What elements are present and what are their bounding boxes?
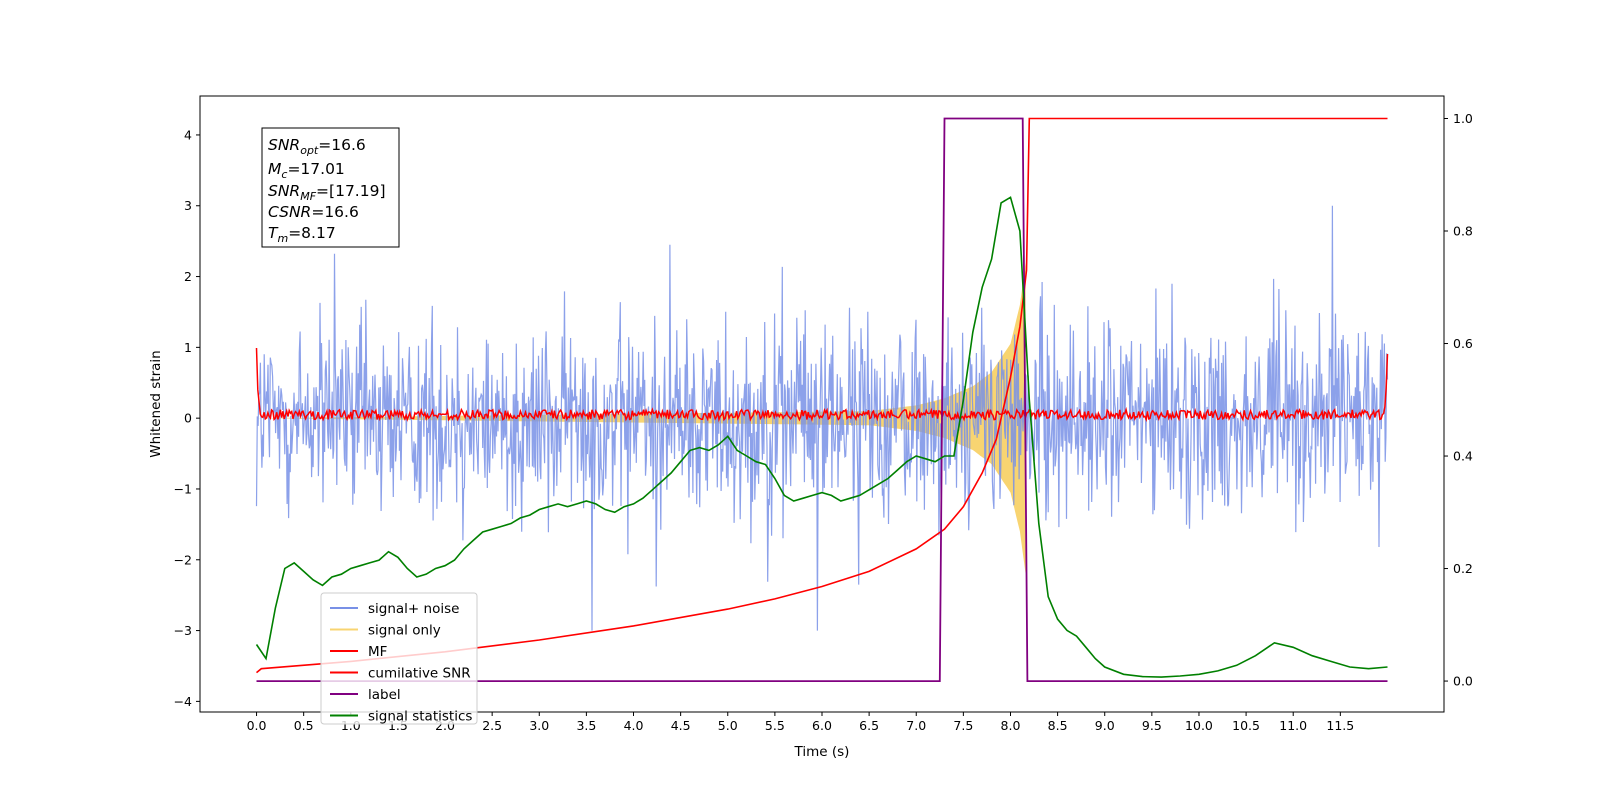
y2-tick-label: 0.4 <box>1453 449 1473 464</box>
signal-only-band <box>256 262 1026 574</box>
x-tick-label: 5.0 <box>718 718 738 733</box>
x-tick-label: 7.5 <box>953 718 973 733</box>
annotation-box: SNRopt=16.6 Mc=17.01 SNRMF=[17.19] CSNR=… <box>261 127 400 248</box>
signal-only-fill-layer <box>256 262 1026 574</box>
x-tick-label: 4.5 <box>671 718 691 733</box>
legend: signal+ noise signal only MF cumilative SNR… <box>320 592 478 725</box>
x-tick-label: 10.5 <box>1232 718 1260 733</box>
x-tick-label: 9.0 <box>1095 718 1115 733</box>
signal-plus-noise-layer <box>255 205 1389 631</box>
x-tick-label: 9.5 <box>1142 718 1162 733</box>
x-tick-label: 6.5 <box>859 718 879 733</box>
x-tick-label: 0.5 <box>294 718 314 733</box>
x-tick-label: 2.5 <box>482 718 502 733</box>
y-tick-label: −1 <box>174 481 192 496</box>
x-tick-label: 3.5 <box>576 718 596 733</box>
y-tick-label: 0 <box>184 411 192 426</box>
y2-tick-label: 0.2 <box>1453 561 1473 576</box>
x-tick-label: 4.0 <box>624 718 644 733</box>
annotation-line-snr-mf: SNRMF=[17.19] <box>268 182 386 203</box>
annotation-line-snr-opt: SNRopt=16.6 <box>268 136 366 157</box>
annotation-frame <box>261 127 400 248</box>
annotation-symbol: SNR <box>268 136 300 154</box>
legend-label: signal only <box>368 623 441 639</box>
annotation-value: =17.01 <box>287 160 344 178</box>
y-tick-label: 4 <box>184 127 192 142</box>
x-tick-label: 10.0 <box>1185 718 1213 733</box>
x-tick-label: 0.0 <box>247 718 267 733</box>
y-axis-label: Whitened strain <box>148 350 164 457</box>
x-tick-label: 11.5 <box>1326 718 1354 733</box>
x-tick-label: 3.0 <box>529 718 549 733</box>
y-tick-label: −3 <box>174 623 192 638</box>
mf-layer <box>255 347 1389 423</box>
annotation-subscript: MF <box>300 190 316 203</box>
annotation-symbol: CSNR <box>268 203 311 221</box>
legend-label: signal+ noise <box>368 601 459 617</box>
legend-label: signal statistics <box>368 709 472 725</box>
annotation-value: =16.6 <box>311 203 359 221</box>
y2-tick-label: 0.0 <box>1453 674 1473 689</box>
x-tick-label: 8.0 <box>1001 718 1021 733</box>
y-tick-label: −4 <box>174 694 192 709</box>
y-tick-label: 2 <box>184 269 192 284</box>
annotation-line-mc: Mc=17.01 <box>268 160 345 181</box>
annotation-subscript: c <box>281 168 287 181</box>
x-axis: 0.0 0.5 1.0 1.5 2.0 2.5 3.0 3.5 4.0 4.5 5.0 5.5 6.0 6… <box>247 712 1354 733</box>
annotation-line-tm: Tm=8.17 <box>268 224 336 245</box>
legend-label: MF <box>368 644 387 660</box>
legend-label: cumilative SNR <box>368 666 471 682</box>
y2-tick-label: 0.6 <box>1453 336 1473 351</box>
annotation-subscript: m <box>277 232 288 245</box>
annotation-value: =8.17 <box>288 224 336 242</box>
x-tick-label: 8.5 <box>1048 718 1068 733</box>
mf-line <box>255 347 1389 423</box>
y-axis-left: −4 −3 −2 −1 0 1 2 3 4 <box>174 127 200 709</box>
x-tick-label: 7.0 <box>906 718 926 733</box>
annotation-symbol: T <box>268 224 279 242</box>
x-tick-label: 5.5 <box>765 718 785 733</box>
y-axis-right: 0.0 0.2 0.4 0.6 0.8 1.0 <box>1444 111 1473 689</box>
y-tick-label: 3 <box>184 198 192 213</box>
annotation-line-csnr: CSNR=16.6 <box>268 203 359 221</box>
signal-plus-noise-line <box>255 205 1389 631</box>
annotation-value: =16.6 <box>318 136 366 154</box>
y-tick-label: 1 <box>184 340 192 355</box>
annotation-symbol: M <box>268 160 281 178</box>
legend-frame <box>320 592 478 725</box>
annotation-symbol: SNR <box>268 182 300 200</box>
annotation-value: =[17.19] <box>316 182 385 200</box>
x-tick-label: 11.0 <box>1279 718 1307 733</box>
label-line <box>256 117 1388 682</box>
signal-statistics-line <box>255 196 1388 678</box>
y2-tick-label: 0.8 <box>1453 224 1473 239</box>
legend-label: label <box>368 687 401 703</box>
annotation-subscript: opt <box>300 144 319 157</box>
x-axis-label: Time (s) <box>794 744 850 760</box>
y2-tick-label: 1.0 <box>1453 111 1473 126</box>
y-tick-label: −2 <box>174 552 192 567</box>
x-tick-label: 6.0 <box>812 718 832 733</box>
